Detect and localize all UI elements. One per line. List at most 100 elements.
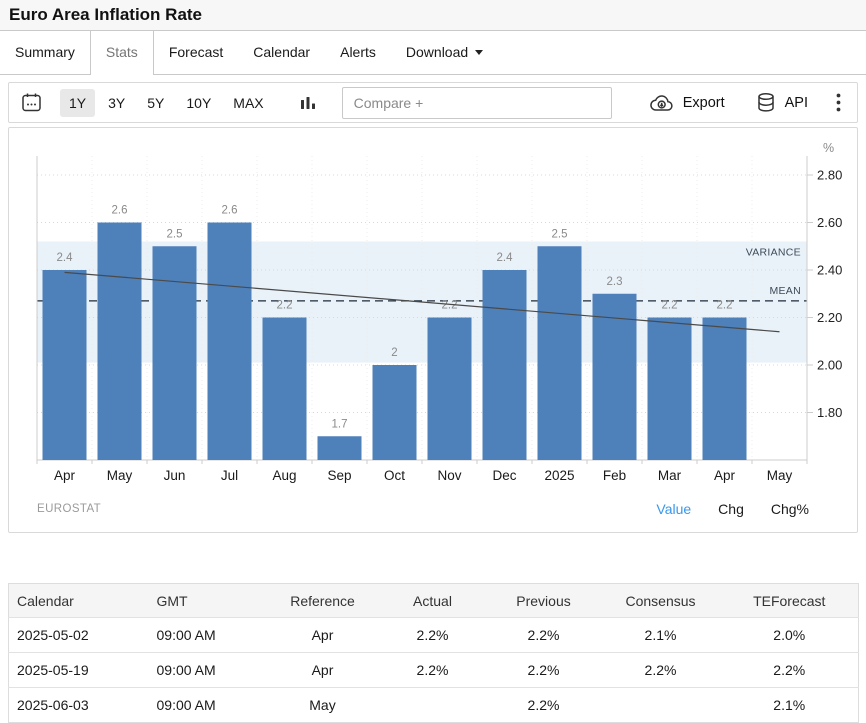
compare-field-wrap xyxy=(341,86,612,119)
svg-text:Feb: Feb xyxy=(603,468,626,483)
bar-jun[interactable] xyxy=(152,246,197,460)
range-button-5y[interactable]: 5Y xyxy=(147,94,165,111)
chart-footer: EUROSTAT Value Chg Chg% xyxy=(17,493,849,517)
chevron-down-icon xyxy=(475,50,484,55)
svg-text:2.2: 2.2 xyxy=(662,300,678,312)
footer-link-chg[interactable]: Chg xyxy=(718,501,744,517)
column-header-teforecast: TEForecast xyxy=(753,592,826,609)
api-button[interactable]: API xyxy=(755,92,808,113)
bar-apr[interactable] xyxy=(42,270,87,460)
svg-text:Dec: Dec xyxy=(492,468,516,483)
column-header-calendar: Calendar xyxy=(17,592,74,609)
svg-text:2.6: 2.6 xyxy=(222,205,238,217)
bar-sep[interactable] xyxy=(317,436,362,460)
tab-calendar[interactable]: Calendar xyxy=(253,44,311,60)
svg-text:2.2: 2.2 xyxy=(717,300,733,312)
range-buttons: 1Y 3Y 5Y 10Y MAX xyxy=(58,88,275,117)
source-label: EUROSTAT xyxy=(37,503,102,515)
tab-download[interactable]: Download xyxy=(391,31,498,74)
bar-may[interactable] xyxy=(97,222,142,461)
column-header-consensus: Consensus xyxy=(625,592,696,609)
svg-text:2: 2 xyxy=(391,347,397,359)
table-cell xyxy=(600,687,721,723)
range-button-max[interactable]: MAX xyxy=(233,94,264,111)
svg-text:May: May xyxy=(107,468,133,483)
svg-text:2.5: 2.5 xyxy=(167,228,183,240)
tab-summary[interactable]: Summary xyxy=(15,44,75,60)
svg-text:2.80: 2.80 xyxy=(817,168,842,183)
svg-text:2.4: 2.4 xyxy=(497,252,514,264)
table-cell: 2.2% xyxy=(720,652,859,688)
svg-text:2.2: 2.2 xyxy=(277,300,293,312)
tab-alerts[interactable]: Alerts xyxy=(340,44,376,60)
table-cell: 2.2% xyxy=(486,617,601,653)
column-header-actual: Actual xyxy=(413,592,452,609)
table-cell: 09:00 AM xyxy=(148,652,267,688)
chart-toolbar: 1Y 3Y 5Y 10Y MAX Export API xyxy=(8,82,858,123)
bar-apr[interactable] xyxy=(702,317,747,461)
range-button-3y[interactable]: 3Y xyxy=(108,94,126,111)
range-button-1y[interactable]: 1Y xyxy=(60,88,96,117)
footer-link-chgpct[interactable]: Chg% xyxy=(770,501,809,517)
database-icon xyxy=(755,92,777,113)
bar-nov[interactable] xyxy=(427,317,472,461)
svg-text:2.5: 2.5 xyxy=(552,228,568,240)
svg-text:2.00: 2.00 xyxy=(817,358,842,373)
svg-text:2.3: 2.3 xyxy=(607,276,623,288)
svg-text:1.80: 1.80 xyxy=(817,405,842,420)
svg-text:VARIANCE: VARIANCE xyxy=(746,247,801,259)
column-header-reference: Reference xyxy=(290,592,355,609)
bar-feb[interactable] xyxy=(592,293,637,460)
column-header-gmt: GMT xyxy=(156,592,188,609)
svg-text:2.4: 2.4 xyxy=(57,252,74,264)
svg-text:2.40: 2.40 xyxy=(817,263,842,278)
table-cell: 09:00 AM xyxy=(148,617,267,653)
export-button[interactable]: Export xyxy=(648,93,725,113)
table-cell: 09:00 AM xyxy=(148,687,267,723)
svg-text:2.20: 2.20 xyxy=(817,310,842,325)
footer-link-value[interactable]: Value xyxy=(656,501,692,517)
table-row[interactable]: 2025-06-03 09:00 AM May 2.2% 2.1% xyxy=(8,687,859,723)
bar-2025[interactable] xyxy=(537,246,582,460)
svg-text:Oct: Oct xyxy=(384,468,405,483)
kebab-menu-icon[interactable] xyxy=(836,93,841,112)
svg-text:2025: 2025 xyxy=(544,468,574,483)
table-row[interactable]: 2025-05-19 09:00 AM Apr 2.2% 2.2% 2.2% 2.2% xyxy=(8,652,859,688)
table-cell: 2.0% xyxy=(720,617,859,653)
bar-mar[interactable] xyxy=(647,317,692,461)
svg-text:2.60: 2.60 xyxy=(817,215,842,230)
svg-text:Sep: Sep xyxy=(327,468,351,483)
table-cell: 2.2% xyxy=(378,617,487,653)
tab-forecast[interactable]: Forecast xyxy=(168,44,224,60)
svg-text:Jul: Jul xyxy=(221,468,238,483)
compare-input[interactable] xyxy=(341,86,612,119)
calendar-icon[interactable] xyxy=(21,92,42,113)
table-cell: Apr xyxy=(266,652,379,688)
table-header-row: Calendar GMT Reference Actual Previous Consen… xyxy=(8,583,859,618)
table-cell: 2.2% xyxy=(600,652,721,688)
column-header-previous: Previous xyxy=(516,592,571,609)
table-cell: May xyxy=(266,687,379,723)
table-cell: 2.2% xyxy=(378,652,487,688)
bar-jul[interactable] xyxy=(207,222,252,461)
bar-oct[interactable] xyxy=(372,365,417,460)
cloud-download-icon xyxy=(648,93,675,113)
range-button-10y[interactable]: 10Y xyxy=(186,94,212,111)
chart-type-icon[interactable] xyxy=(300,95,316,111)
svg-text:2.2: 2.2 xyxy=(442,300,458,312)
table-row[interactable]: 2025-05-02 09:00 AM Apr 2.2% 2.2% 2.1% 2.0% xyxy=(8,617,859,653)
table-cell: 2.1% xyxy=(720,687,859,723)
svg-text:2.6: 2.6 xyxy=(112,205,128,217)
api-label: API xyxy=(784,94,808,111)
table-cell: 2.1% xyxy=(600,617,721,653)
chart-area: 2.80 2.60 2.40 2.20 2.00 1.80% 2.4 2.6 2.5 2.6 2.2… xyxy=(17,136,849,493)
tab-bar: Summary Stats Forecast Calendar Alerts Downlo… xyxy=(0,31,866,75)
bar-dec[interactable] xyxy=(482,270,527,460)
svg-text:Aug: Aug xyxy=(272,468,296,483)
tab-stats[interactable]: Stats xyxy=(89,31,154,75)
svg-text:Apr: Apr xyxy=(54,468,76,483)
calendar-table: Calendar GMT Reference Actual Previous Consen… xyxy=(8,583,859,723)
series-mode-links: Value Chg Chg% xyxy=(656,501,829,517)
svg-text:%: % xyxy=(823,141,834,155)
bar-aug[interactable] xyxy=(262,317,307,461)
